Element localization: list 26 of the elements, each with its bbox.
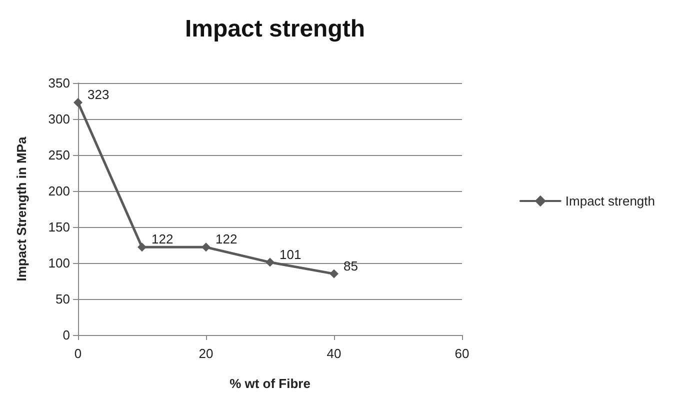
y-tick-label: 100: [48, 256, 70, 270]
y-tick-label: 200: [48, 184, 70, 198]
legend-label: Impact strength: [565, 194, 656, 208]
x-tick-label: 40: [326, 346, 342, 361]
y-tick-label: 0: [62, 328, 70, 342]
data-label: 85: [344, 258, 358, 274]
point: [266, 258, 274, 267]
data-label: 323: [88, 86, 110, 102]
data-label: 122: [152, 232, 174, 247]
data-label: 101: [280, 246, 302, 262]
point: [138, 242, 146, 252]
x-tick-label: 20: [198, 346, 214, 361]
point: [202, 242, 210, 252]
chart-title: Impact strength: [184, 16, 366, 42]
y-tick-label: 300: [48, 112, 70, 126]
y-tick-label: 50: [56, 292, 70, 306]
y-axis-title: Impact Strength in MPa: [14, 136, 29, 282]
x-tick-label: 60: [454, 346, 470, 361]
y-tick-label: 250: [48, 148, 70, 162]
point: [330, 269, 338, 278]
y-tick-label: 350: [48, 76, 70, 90]
x-tick-label: 0: [74, 346, 82, 361]
point: [74, 98, 82, 107]
x-axis-title: % wt of Fibre: [230, 376, 310, 391]
data-label: 122: [216, 232, 238, 247]
y-tick-label: 150: [48, 220, 70, 234]
